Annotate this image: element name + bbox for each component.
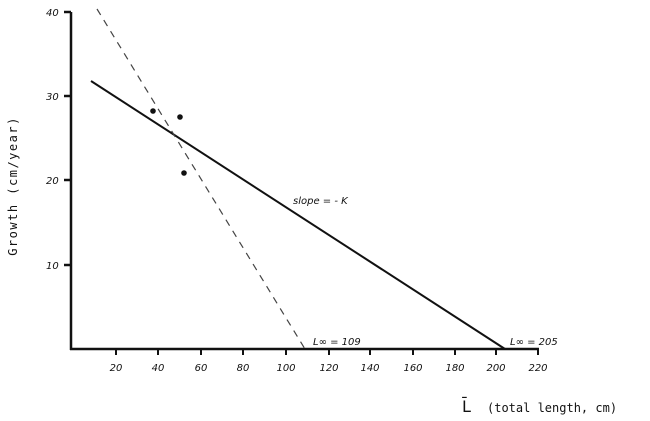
x-tick-160: 160 xyxy=(403,363,422,374)
linf-dashed-annotation: L∞ = 109 xyxy=(313,337,361,348)
x-tick-labels: 20 40 60 80 100 120 140 160 180 200 220 xyxy=(110,363,548,374)
y-tick-40: 40 xyxy=(46,8,59,19)
slope-annotation: slope = - K xyxy=(293,196,349,207)
y-tick-20: 20 xyxy=(46,176,59,187)
x-tick-80: 80 xyxy=(237,363,250,374)
data-point xyxy=(177,114,183,120)
data-point xyxy=(150,108,156,114)
x-ticks xyxy=(115,349,539,355)
x-axis-symbol: L̄ xyxy=(461,397,471,416)
x-axis-label: (total length, cm) xyxy=(487,401,617,415)
y-axis-label: Growth (cm/year) xyxy=(6,116,20,256)
linf-solid-annotation: L∞ = 205 xyxy=(510,337,558,348)
y-tick-30: 30 xyxy=(46,92,59,103)
axes xyxy=(64,10,539,351)
data-point xyxy=(181,170,187,176)
x-tick-140: 140 xyxy=(360,363,379,374)
y-tick-10: 10 xyxy=(46,261,59,272)
x-tick-200: 200 xyxy=(486,363,505,374)
dashed-regression-line xyxy=(96,8,306,350)
data-points xyxy=(150,108,187,176)
x-tick-60: 60 xyxy=(195,363,208,374)
x-tick-20: 20 xyxy=(110,363,123,374)
x-tick-40: 40 xyxy=(152,363,165,374)
solid-regression-line xyxy=(90,80,506,350)
x-tick-180: 180 xyxy=(445,363,464,374)
x-tick-100: 100 xyxy=(276,363,295,374)
x-tick-220: 220 xyxy=(528,363,547,374)
x-tick-120: 120 xyxy=(319,363,338,374)
